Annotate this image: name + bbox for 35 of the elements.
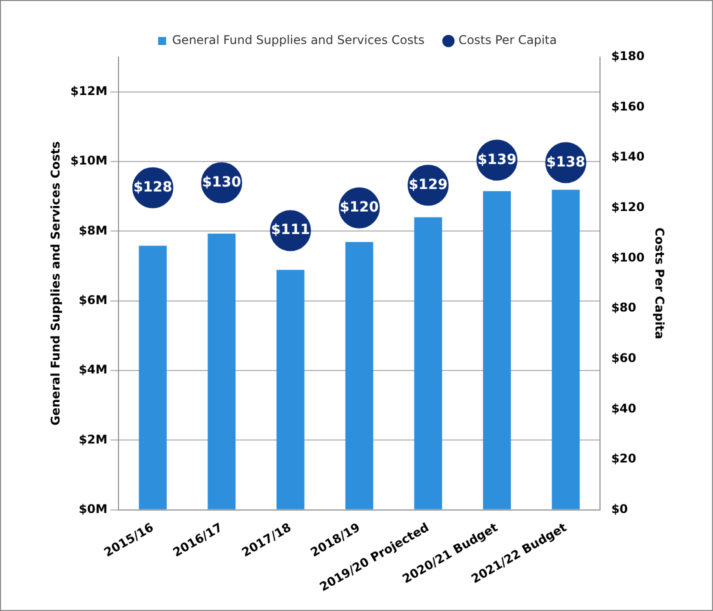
legend-label: Costs Per Capita bbox=[458, 33, 557, 48]
data-label: $129 bbox=[408, 176, 448, 193]
legend-label: General Fund Supplies and Services Costs bbox=[172, 33, 424, 48]
bar bbox=[276, 270, 304, 510]
y2-tick-label: $120 bbox=[611, 200, 645, 214]
y-axis-title: General Fund Supplies and Services Costs bbox=[48, 141, 62, 426]
y-tick-label: $12M bbox=[70, 84, 108, 98]
y2-tick-label: $140 bbox=[611, 150, 645, 164]
y-tick-label: $4M bbox=[78, 362, 108, 377]
data-label: $138 bbox=[546, 154, 586, 170]
bar bbox=[138, 246, 167, 510]
y2-axis-title: Costs Per Capita bbox=[652, 228, 667, 340]
bar bbox=[208, 234, 236, 510]
y-tick-label: $8M bbox=[78, 223, 108, 238]
y2-tick-label: $180 bbox=[611, 49, 645, 64]
y2-tick-label: $160 bbox=[611, 99, 645, 114]
bar bbox=[345, 242, 374, 510]
bar bbox=[552, 190, 580, 510]
bar bbox=[414, 217, 442, 510]
y2-tick-label: $100 bbox=[611, 250, 645, 264]
y-tick-label: $6M bbox=[78, 292, 108, 307]
data-label: $128 bbox=[133, 179, 172, 196]
bar bbox=[483, 191, 511, 510]
data-label: $139 bbox=[477, 152, 516, 168]
data-label: $120 bbox=[340, 200, 380, 216]
y-tick-label: $2M bbox=[78, 432, 108, 446]
data-label: $111 bbox=[270, 222, 310, 238]
y-tick-label: $10M bbox=[70, 154, 108, 168]
y2-tick-label: $80 bbox=[611, 300, 636, 315]
data-label: $130 bbox=[202, 174, 242, 190]
y2-tick-label: $20 bbox=[611, 452, 636, 466]
y2-tick-label: $0 bbox=[611, 502, 628, 516]
y2-tick-label: $60 bbox=[611, 350, 636, 365]
y2-tick-label: $40 bbox=[611, 401, 636, 416]
y-tick-label: $0M bbox=[78, 502, 108, 516]
